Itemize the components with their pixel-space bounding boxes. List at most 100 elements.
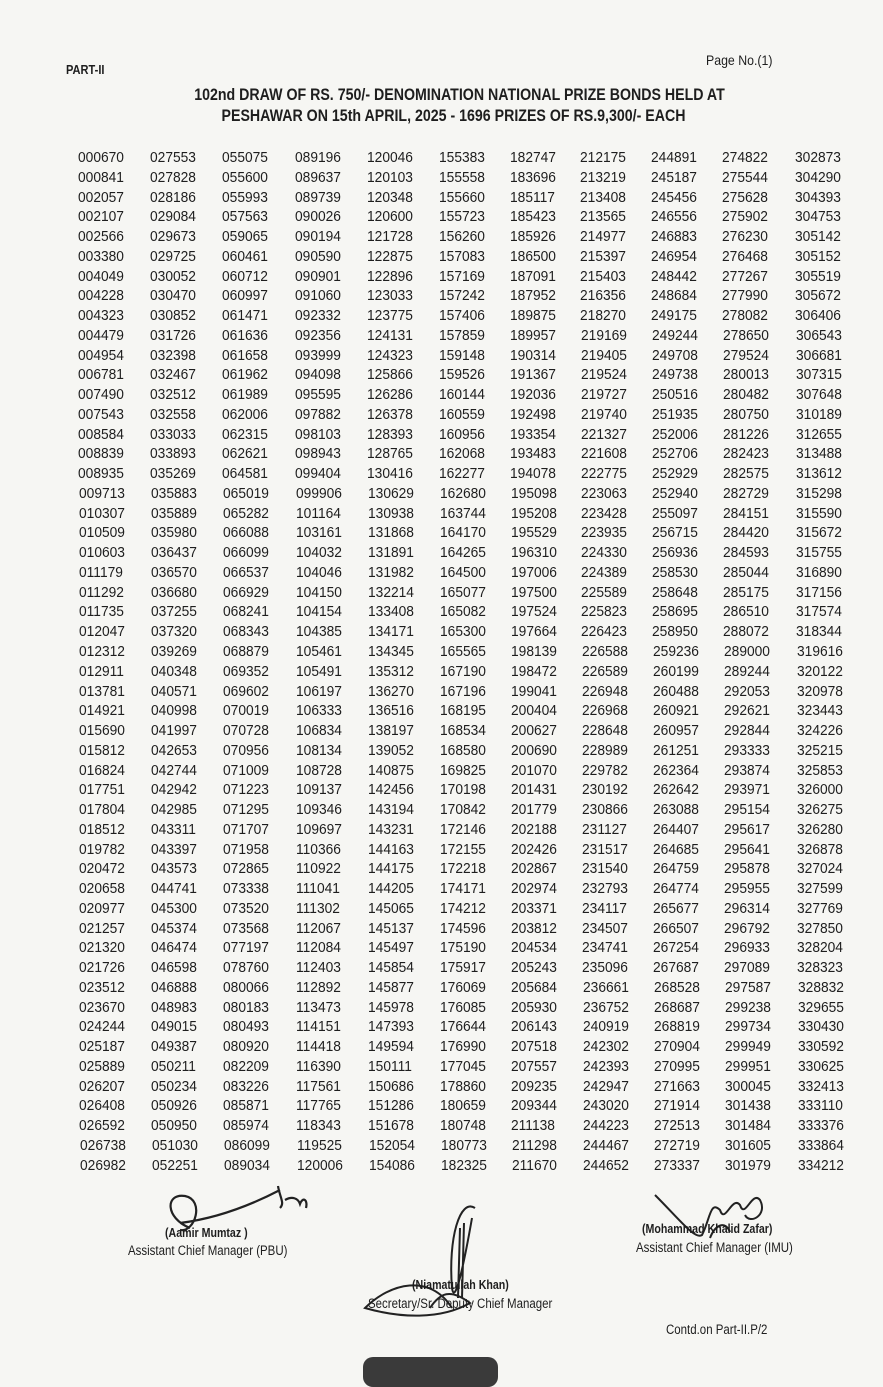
bond-number-cell: 267687 <box>653 960 700 977</box>
bond-number-cell: 144163 <box>368 841 415 858</box>
bond-number-cell: 175190 <box>440 940 487 957</box>
bond-number-cell: 011292 <box>78 584 124 601</box>
bond-number-cell: 073338 <box>223 881 270 898</box>
bond-number-cell: 061636 <box>222 327 269 344</box>
bond-number-cell: 041997 <box>150 723 197 740</box>
bond-number-cell: 032467 <box>150 367 197 384</box>
bond-number-cell: 020472 <box>79 861 126 878</box>
bond-number-cell: 277990 <box>722 288 769 305</box>
bond-number-cell: 086099 <box>223 1138 270 1154</box>
bond-number-cell: 260921 <box>652 703 699 720</box>
bond-number-cell: 299949 <box>724 1039 771 1056</box>
bond-number-cell: 111302 <box>296 900 341 917</box>
bond-number-cell: 062621 <box>222 446 269 463</box>
bond-number-cell: 050211 <box>151 1058 197 1075</box>
bond-number-cell: 280013 <box>722 367 769 384</box>
bond-number-cell: 168534 <box>439 723 486 740</box>
bond-number-cell: 071223 <box>222 782 269 799</box>
bond-number-cell: 176990 <box>440 1039 487 1056</box>
bond-number-cell: 232793 <box>582 881 629 898</box>
bond-number-cell: 324226 <box>796 723 843 740</box>
bond-number-cell: 020977 <box>79 900 126 917</box>
bond-number-cell: 315590 <box>796 505 843 522</box>
bond-number-cell: 131891 <box>367 545 414 562</box>
home-indicator-bar[interactable] <box>363 1357 498 1387</box>
bond-number-cell: 176085 <box>440 999 487 1016</box>
bond-number-cell: 332413 <box>797 1078 844 1095</box>
bond-number-cell: 083226 <box>223 1078 270 1095</box>
bond-number-cell: 284593 <box>723 545 770 562</box>
bond-number-cell: 160559 <box>439 406 486 423</box>
bond-number-cell: 244467 <box>583 1138 629 1154</box>
bond-number-cell: 224389 <box>581 564 628 581</box>
bond-number-cell: 292844 <box>723 723 770 740</box>
bond-number-cell: 004954 <box>78 347 125 364</box>
bond-number-cell: 016824 <box>78 762 125 779</box>
bond-number-cell: 071295 <box>222 802 269 819</box>
bond-number-cell: 252940 <box>652 485 698 502</box>
bond-number-cell: 026738 <box>79 1138 126 1154</box>
bond-number-cell: 260199 <box>652 663 699 680</box>
bond-number-cell: 023512 <box>79 979 126 996</box>
bond-number-cell: 317156 <box>796 584 843 601</box>
bond-number-cell: 090026 <box>295 209 342 226</box>
bond-number-cell: 109137 <box>295 782 342 799</box>
bond-number-cell: 032398 <box>150 347 197 364</box>
bond-number-cell: 295641 <box>724 841 771 858</box>
bond-number-cell: 215397 <box>580 248 627 265</box>
bond-number-cell: 167190 <box>439 663 486 680</box>
bond-number-cell: 080183 <box>223 999 270 1016</box>
bond-number-cell: 004479 <box>78 327 125 344</box>
bond-number-cell: 012047 <box>78 624 125 641</box>
bond-number-cell: 185423 <box>510 209 557 226</box>
bond-number-cell: 108728 <box>295 762 342 779</box>
bond-number-cell: 026982 <box>79 1157 126 1174</box>
bond-number-cell: 042653 <box>150 742 197 759</box>
bond-number-cell: 077197 <box>223 940 270 957</box>
bond-number-cell: 225823 <box>581 604 628 621</box>
bond-number-cell: 302873 <box>795 150 841 166</box>
bond-number-cell: 145065 <box>368 900 415 917</box>
bond-number-cell: 195208 <box>510 505 557 522</box>
bond-number-cell: 015690 <box>78 723 125 740</box>
bond-number-cell: 026408 <box>79 1098 126 1115</box>
bond-number-cell: 207518 <box>511 1039 558 1056</box>
bond-number-cell: 305519 <box>795 268 842 285</box>
bond-number-cell: 104046 <box>295 564 342 581</box>
bond-number-cell: 124131 <box>367 327 414 344</box>
bond-number-cell: 202974 <box>511 881 558 898</box>
bond-number-cell: 289244 <box>723 663 770 680</box>
bond-number-cell: 175917 <box>440 960 487 977</box>
bond-number-cell: 192498 <box>510 406 557 423</box>
continued-note: Contd.on Part-II.P/2 <box>666 1322 768 1337</box>
bond-number-cell: 315298 <box>796 485 842 502</box>
bond-number-cell: 070728 <box>222 723 269 740</box>
bond-number-cell: 045374 <box>151 920 198 937</box>
bond-number-cell: 204534 <box>511 940 558 957</box>
bond-number-cell: 122875 <box>367 248 414 265</box>
bond-number-cell: 066929 <box>222 584 269 601</box>
bond-number-cell: 123033 <box>367 288 414 305</box>
bond-number-cell: 180773 <box>440 1138 487 1154</box>
bond-number-cell: 230866 <box>581 802 628 819</box>
bond-number-cell: 262364 <box>652 762 699 779</box>
bond-number-cell: 165300 <box>439 624 486 641</box>
bond-number-cell: 316890 <box>796 564 843 581</box>
bond-number-cell: 140875 <box>367 762 414 779</box>
bond-number-cell: 251935 <box>651 406 698 423</box>
bond-number-cell: 114151 <box>296 1019 342 1036</box>
bond-number-cell: 112084 <box>296 940 342 957</box>
bond-number-cell: 128393 <box>367 426 414 443</box>
bond-number-cell: 099404 <box>295 466 342 483</box>
bond-number-cell: 201431 <box>510 782 557 799</box>
bond-number-cell: 281226 <box>722 426 769 443</box>
bond-number-cell: 155383 <box>439 150 485 166</box>
bond-number-cell: 186500 <box>510 248 557 265</box>
bond-number-cell: 272719 <box>654 1138 700 1154</box>
bond-number-cell: 326878 <box>797 841 844 858</box>
bond-number-cell: 200690 <box>510 742 557 759</box>
bond-number-cell: 048983 <box>151 999 198 1016</box>
bond-number-cell: 285044 <box>723 564 770 581</box>
bond-number-cell: 133408 <box>367 604 414 621</box>
bond-number-cell: 085871 <box>223 1098 270 1115</box>
